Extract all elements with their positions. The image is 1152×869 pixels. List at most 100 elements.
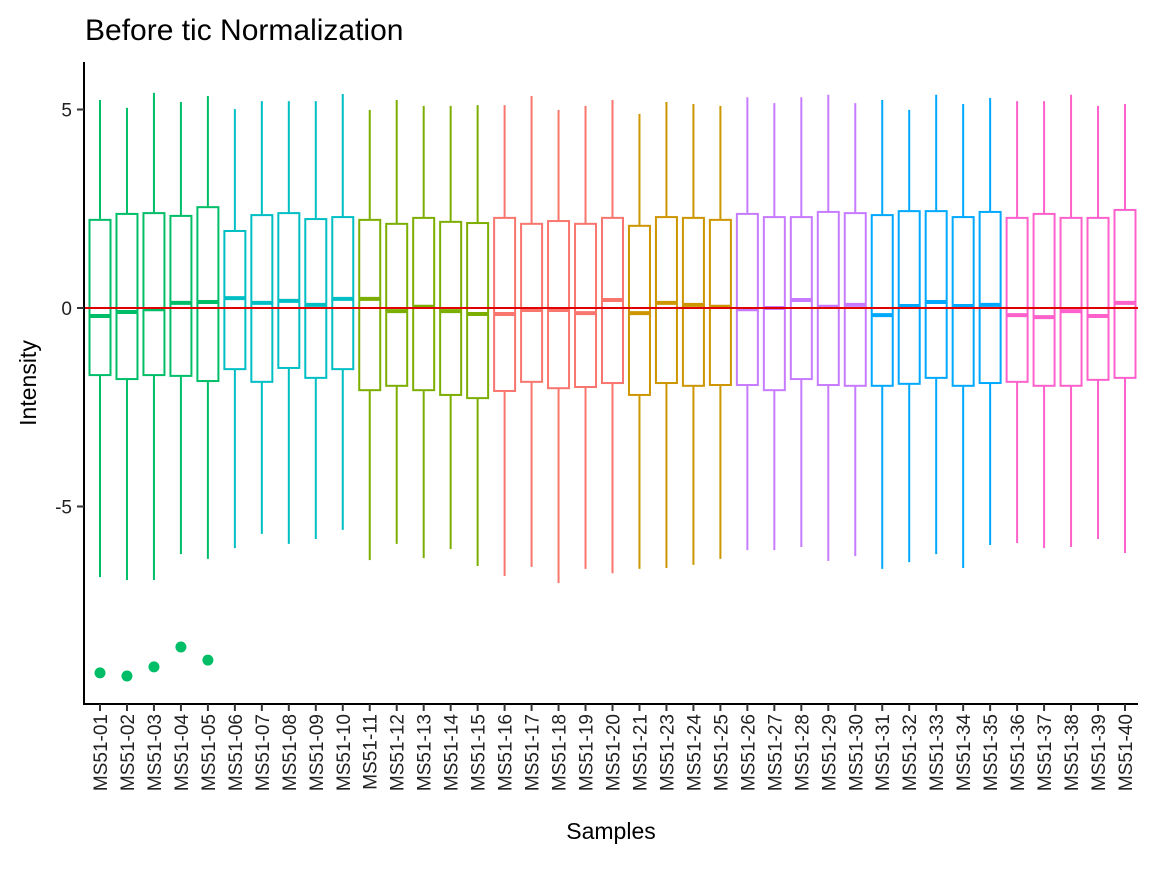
box bbox=[277, 212, 301, 369]
x-tick-label: MS51-33 bbox=[927, 714, 948, 791]
box-MS51-17 bbox=[520, 96, 544, 567]
y-tick-label: -5 bbox=[55, 498, 72, 519]
x-tick-label: MS51-12 bbox=[388, 714, 409, 791]
x-tick-label: MS51-11 bbox=[361, 714, 382, 790]
x-tick-label: MS51-21 bbox=[630, 714, 651, 791]
x-ticks: MS51-01 MS51-02 MS51-03 MS51-04 MS51-05 MS51-… bbox=[91, 704, 1137, 791]
x-tick-label: MS51-30 bbox=[846, 714, 867, 791]
box bbox=[1113, 208, 1137, 379]
box bbox=[1059, 216, 1083, 387]
y-axis-title: Intensity bbox=[15, 340, 41, 426]
box-MS51-29 bbox=[816, 94, 840, 561]
outlier-point bbox=[121, 670, 133, 682]
box bbox=[574, 222, 598, 389]
box bbox=[304, 218, 328, 379]
box-MS51-11 bbox=[358, 109, 382, 561]
x-tick-label: MS51-32 bbox=[900, 714, 921, 791]
box-MS51-07 bbox=[250, 101, 274, 534]
box bbox=[412, 216, 436, 392]
box bbox=[115, 212, 139, 381]
box bbox=[762, 216, 786, 392]
x-tick-label: MS51-20 bbox=[604, 714, 625, 791]
box-MS51-32 bbox=[897, 109, 921, 563]
x-tick-label: MS51-24 bbox=[684, 714, 705, 792]
chart-title: Before tic Normalization bbox=[85, 14, 403, 47]
box bbox=[735, 212, 759, 387]
x-tick-label: MS51-18 bbox=[550, 714, 571, 791]
x-tick-label: MS51-07 bbox=[253, 714, 274, 791]
box-MS51-09 bbox=[304, 101, 328, 540]
box-MS51-28 bbox=[789, 97, 813, 547]
box-MS51-37 bbox=[1032, 101, 1056, 549]
box bbox=[897, 210, 921, 385]
box-MS51-20 bbox=[601, 99, 624, 574]
x-tick-label: MS51-02 bbox=[118, 714, 139, 791]
x-tick-label: MS51-23 bbox=[657, 714, 678, 791]
x-tick-label: MS51-25 bbox=[711, 714, 732, 791]
box-MS51-25 bbox=[708, 105, 732, 559]
box-MS51-05 bbox=[196, 96, 220, 666]
x-tick-label: MS51-08 bbox=[280, 714, 301, 791]
box bbox=[627, 224, 651, 396]
plot-marks bbox=[84, 92, 1138, 682]
box-MS51-34 bbox=[951, 103, 975, 569]
box-MS51-10 bbox=[331, 94, 355, 530]
box bbox=[385, 222, 409, 387]
x-tick-label: MS51-04 bbox=[172, 714, 193, 792]
box bbox=[1005, 216, 1029, 383]
box bbox=[924, 210, 948, 379]
x-tick-label: MS51-40 bbox=[1116, 714, 1137, 791]
box-MS51-24 bbox=[681, 103, 705, 565]
box-MS51-23 bbox=[654, 101, 678, 569]
box-MS51-36 bbox=[1005, 101, 1029, 544]
x-tick-label: MS51-09 bbox=[307, 714, 328, 791]
box bbox=[169, 214, 193, 377]
x-axis-title: Samples bbox=[566, 818, 655, 844]
outlier-point bbox=[202, 654, 214, 666]
outlier-point bbox=[175, 641, 187, 653]
box-MS51-35 bbox=[978, 97, 1002, 546]
box-MS51-02 bbox=[115, 107, 139, 682]
x-tick-label: MS51-31 bbox=[873, 714, 894, 791]
box-MS51-27 bbox=[762, 103, 786, 551]
box bbox=[88, 218, 112, 377]
x-tick-label: MS51-16 bbox=[496, 714, 517, 791]
box bbox=[547, 220, 571, 390]
box-MS51-40 bbox=[1113, 103, 1137, 553]
x-tick-label: MS51-05 bbox=[199, 714, 220, 791]
x-tick-label: MS51-17 bbox=[523, 714, 544, 791]
box-MS51-01 bbox=[88, 99, 112, 679]
x-tick-label: MS51-27 bbox=[765, 714, 786, 791]
x-tick-label: MS51-06 bbox=[226, 714, 247, 791]
box-MS51-31 bbox=[870, 99, 894, 569]
x-tick-label: MS51-19 bbox=[577, 714, 598, 791]
box-MS51-33 bbox=[924, 94, 948, 555]
box-MS51-08 bbox=[277, 101, 301, 544]
box bbox=[358, 218, 382, 392]
x-tick-label: MS51-37 bbox=[1035, 714, 1056, 791]
box-MS51-15 bbox=[466, 105, 490, 567]
y-tick-label: 0 bbox=[61, 299, 72, 320]
outlier-point bbox=[94, 667, 106, 679]
x-tick-label: MS51-36 bbox=[1008, 714, 1029, 791]
box-MS51-26 bbox=[735, 97, 759, 551]
x-tick-label: MS51-10 bbox=[334, 714, 355, 791]
box bbox=[681, 216, 705, 387]
x-tick-label: MS51-39 bbox=[1089, 714, 1110, 791]
box-MS51-12 bbox=[385, 99, 409, 544]
box-MS51-06 bbox=[223, 109, 247, 549]
box bbox=[951, 216, 975, 387]
x-tick-label: MS51-28 bbox=[792, 714, 813, 791]
box bbox=[1032, 212, 1056, 387]
box bbox=[1086, 216, 1110, 381]
box bbox=[493, 216, 517, 392]
x-tick-label: MS51-15 bbox=[469, 714, 490, 791]
box bbox=[816, 210, 840, 387]
box bbox=[466, 222, 490, 400]
box bbox=[708, 218, 732, 387]
outlier-point bbox=[148, 661, 160, 673]
box-MS51-16 bbox=[493, 105, 517, 576]
x-tick-label: MS51-01 bbox=[91, 714, 112, 791]
y-ticks: -5 0 5 bbox=[55, 101, 84, 519]
